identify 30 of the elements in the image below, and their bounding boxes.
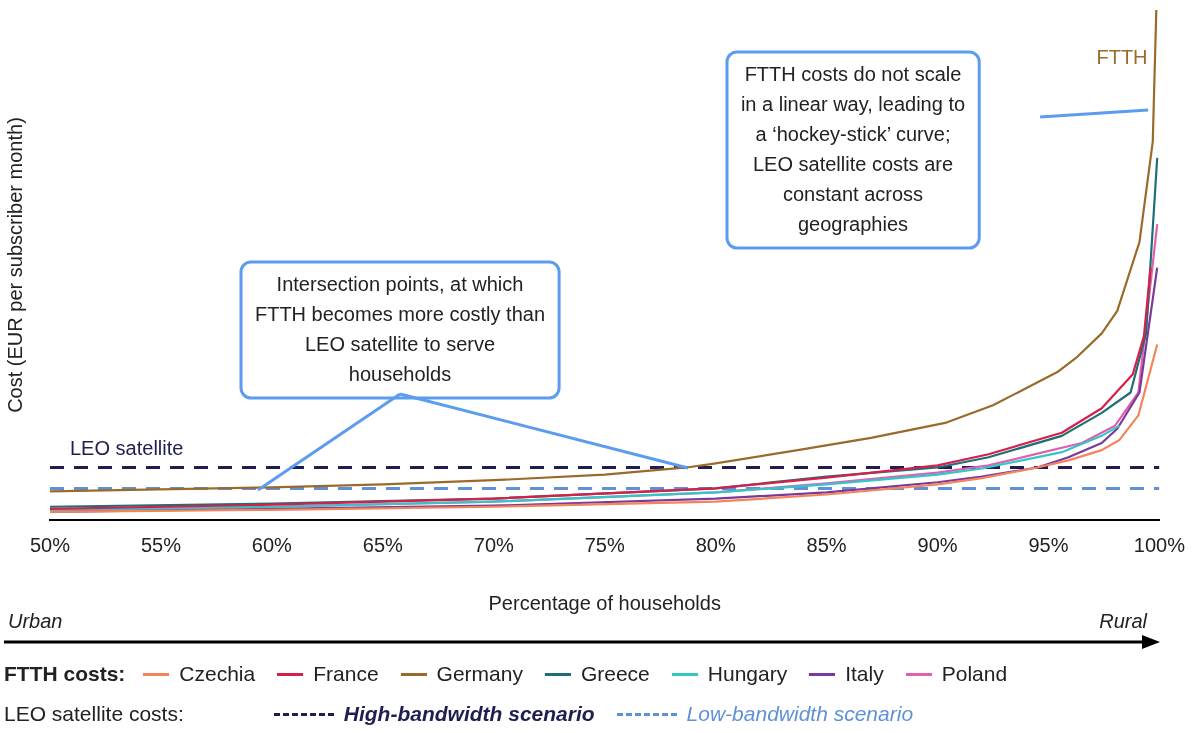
legend-label: Hungary xyxy=(707,662,788,686)
x-tick-label: 90% xyxy=(917,533,958,556)
x-tick-label: 75% xyxy=(584,533,625,556)
legend-label: Germany xyxy=(436,662,523,686)
legend-label: Poland xyxy=(941,662,1008,686)
x-tick-label: 85% xyxy=(806,533,847,556)
x-tick-label: 60% xyxy=(251,533,293,556)
y-axis-title: Cost (EUR per subscriber month) xyxy=(3,117,26,413)
text: LEO satellite costs: xyxy=(4,702,184,726)
annotation: LEO satellite xyxy=(70,436,184,459)
x-tick-label: 65% xyxy=(362,533,404,556)
legend-title: FTTH costs: xyxy=(4,662,126,686)
text: Rural xyxy=(1099,610,1147,633)
legend-label: Italy xyxy=(845,662,884,686)
x-tick-label: 50% xyxy=(29,533,71,556)
x-tick-label: 55% xyxy=(140,533,182,556)
x-axis-title: Percentage of households xyxy=(488,591,721,614)
x-tick-label: 70% xyxy=(473,533,514,556)
x-tick-label: 80% xyxy=(695,533,736,556)
annotation: FTTH xyxy=(1096,45,1148,68)
text: Urban xyxy=(8,610,63,633)
legend-label: Low-bandwidth scenario xyxy=(686,702,914,726)
annotation: Intersection points, at which FTTH becomes more costly than LEO satellite to serve households xyxy=(254,272,546,385)
legend-label: France xyxy=(313,662,379,686)
annotation: FTTH costs do not scale in a linear way, leading to a ‘hockey-stick’ curve; LEO satellite costs are constant across geographies xyxy=(740,62,966,235)
x-tick-label: 95% xyxy=(1028,533,1069,556)
legend-label: Czechia xyxy=(179,662,256,686)
legend-label: High-bandwidth scenario xyxy=(343,702,595,726)
legend-label: Greece xyxy=(580,662,650,686)
x-tick-label: 100% xyxy=(1133,533,1186,556)
